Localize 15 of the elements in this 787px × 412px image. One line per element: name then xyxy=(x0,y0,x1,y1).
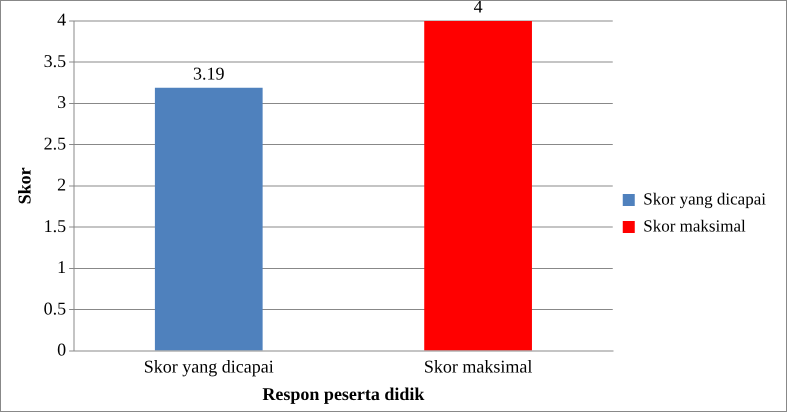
y-tick-label: 1.5 xyxy=(44,216,66,236)
y-tick-label: 2.5 xyxy=(44,133,66,154)
y-axis-title: Skor xyxy=(14,167,34,204)
y-tick-label: 0 xyxy=(57,340,66,360)
legend-label: Skor yang dicapai xyxy=(643,189,766,208)
y-tick-label: 3.5 xyxy=(44,50,66,71)
y-tick-label: 0.5 xyxy=(44,298,66,318)
data-label: 4 xyxy=(474,0,483,17)
y-tick-label: 3 xyxy=(57,92,66,112)
y-tick-label: 2 xyxy=(57,174,66,195)
x-axis-title: Respon peserta didik xyxy=(262,384,424,404)
y-tick-label: 1 xyxy=(57,257,66,278)
legend-label: Skor maksimal xyxy=(643,216,746,236)
data-label: 3.19 xyxy=(193,64,225,84)
y-tick-label: 4 xyxy=(57,10,66,30)
